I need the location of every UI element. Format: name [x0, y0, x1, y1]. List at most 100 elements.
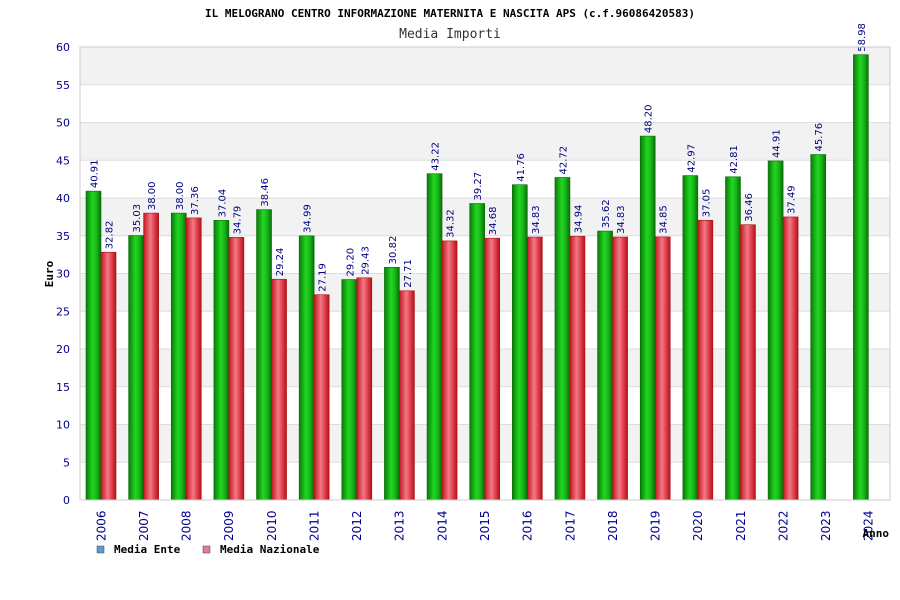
x-tick-label: 2008: [180, 510, 194, 541]
value-label: 35.62: [601, 199, 612, 228]
value-label: 38.00: [147, 181, 158, 210]
bar-media-ente: [767, 160, 784, 501]
bar-media-ente: [682, 175, 699, 501]
value-label: 34.94: [573, 205, 584, 234]
x-tick-label: 2009: [222, 510, 236, 541]
bar-media-ente: [512, 184, 528, 501]
bar-media-ente: [469, 203, 485, 501]
y-tick-label: 25: [56, 305, 70, 318]
value-label: 34.32: [446, 209, 457, 238]
value-label: 35.03: [132, 204, 143, 233]
y-tick-label: 40: [56, 192, 70, 205]
value-label: 37.04: [217, 189, 228, 218]
value-label: 36.46: [744, 193, 755, 222]
value-label: 32.82: [105, 221, 116, 250]
bar-media-ente: [853, 54, 869, 501]
y-tick-label: 0: [63, 494, 70, 507]
legend-label-nazionale: Media Nazionale: [220, 543, 320, 556]
bar-media-nazionale: [313, 294, 330, 501]
x-tick-label: 2011: [307, 510, 321, 541]
bar-media-ente: [384, 267, 400, 501]
x-tick-label: 2019: [649, 510, 663, 541]
chart-title: IL MELOGRANO CENTRO INFORMAZIONE MATERNI…: [205, 7, 695, 20]
x-tick-label: 2013: [393, 510, 407, 541]
bar-media-ente: [256, 209, 272, 501]
value-label: 41.76: [516, 153, 527, 182]
value-label: 34.85: [659, 205, 670, 234]
x-axis-ticks: 2006 2007 2008 2009 2010 2011 2012 2013 2014 2015…: [94, 510, 875, 541]
value-label: 38.00: [175, 181, 186, 210]
x-tick-label: 2020: [691, 510, 705, 541]
y-tick-label: 55: [56, 79, 70, 92]
y-axis-label: Euro: [43, 260, 56, 287]
value-label: 48.20: [644, 104, 655, 133]
value-label: 27.19: [318, 263, 329, 292]
bar-media-ente: [128, 235, 144, 501]
x-tick-label: 2007: [137, 510, 151, 541]
x-tick-label: 2024: [862, 510, 876, 541]
x-tick-label: 2021: [734, 510, 748, 541]
legend-swatch-nazionale: [202, 545, 211, 554]
bar-media-nazionale: [441, 240, 458, 501]
bar-media-ente: [298, 235, 315, 501]
bar-media-ente: [597, 230, 613, 501]
bar-media-ente: [170, 212, 187, 501]
y-tick-label: 45: [56, 154, 70, 167]
y-tick-label: 35: [56, 230, 70, 243]
bar-media-ente: [810, 154, 827, 501]
bar-media-ente: [725, 176, 741, 501]
chart-subtitle: Media Importi: [399, 27, 501, 42]
x-tick-label: 2022: [776, 510, 790, 541]
y-tick-label: 50: [56, 117, 70, 130]
value-label: 42.72: [558, 146, 569, 175]
bars: [85, 54, 869, 501]
bar-media-ente: [341, 279, 358, 501]
plot-band: [80, 84, 890, 123]
y-tick-label: 60: [56, 41, 70, 54]
bar-media-nazionale: [782, 216, 799, 501]
value-label: 44.91: [772, 129, 783, 158]
value-label: 43.22: [431, 142, 442, 171]
x-tick-label: 2006: [94, 510, 108, 541]
y-tick-label: 20: [56, 343, 70, 356]
bar-media-nazionale: [740, 224, 756, 501]
plot-frame: [79, 46, 891, 501]
value-label: 34.83: [616, 205, 627, 234]
legend: Media Ente Media Nazionale: [96, 543, 320, 556]
value-label: 29.20: [345, 248, 356, 277]
value-label: 34.83: [531, 205, 542, 234]
value-label: 27.71: [403, 259, 414, 288]
bar-media-nazionale: [356, 277, 373, 501]
value-label: 38.46: [260, 178, 271, 207]
bar-media-ente: [426, 173, 443, 501]
value-label: 29.24: [275, 248, 286, 277]
bar-media-nazionale: [399, 290, 415, 501]
legend-label-ente: Media Ente: [114, 543, 181, 556]
value-label: 34.99: [303, 204, 314, 233]
plot-band: [80, 47, 890, 85]
value-label: 40.91: [90, 159, 101, 188]
y-tick-label: 10: [56, 419, 70, 432]
bar-media-ente: [554, 177, 571, 501]
x-tick-label: 2012: [350, 510, 364, 541]
value-label: 37.05: [701, 189, 712, 218]
bar-media-nazionale: [228, 237, 245, 501]
value-label: 34.79: [232, 206, 243, 235]
y-tick-label: 5: [63, 456, 70, 469]
plot-band: [80, 160, 890, 198]
value-label: 42.97: [686, 144, 697, 173]
value-label: 45.76: [814, 123, 825, 152]
bar-media-nazionale: [654, 236, 671, 501]
bar-media-ente: [213, 220, 230, 501]
bar-media-nazionale: [697, 219, 714, 501]
bar-media-nazionale: [143, 212, 159, 501]
value-label: 37.49: [787, 185, 798, 214]
x-tick-label: 2017: [563, 510, 577, 541]
x-tick-label: 2010: [265, 510, 279, 541]
value-label: 30.82: [388, 236, 399, 265]
value-label: 29.43: [360, 246, 371, 275]
bar-media-nazionale: [527, 236, 543, 501]
value-label: 37.36: [190, 186, 201, 215]
bar-media-nazionale: [100, 251, 117, 501]
